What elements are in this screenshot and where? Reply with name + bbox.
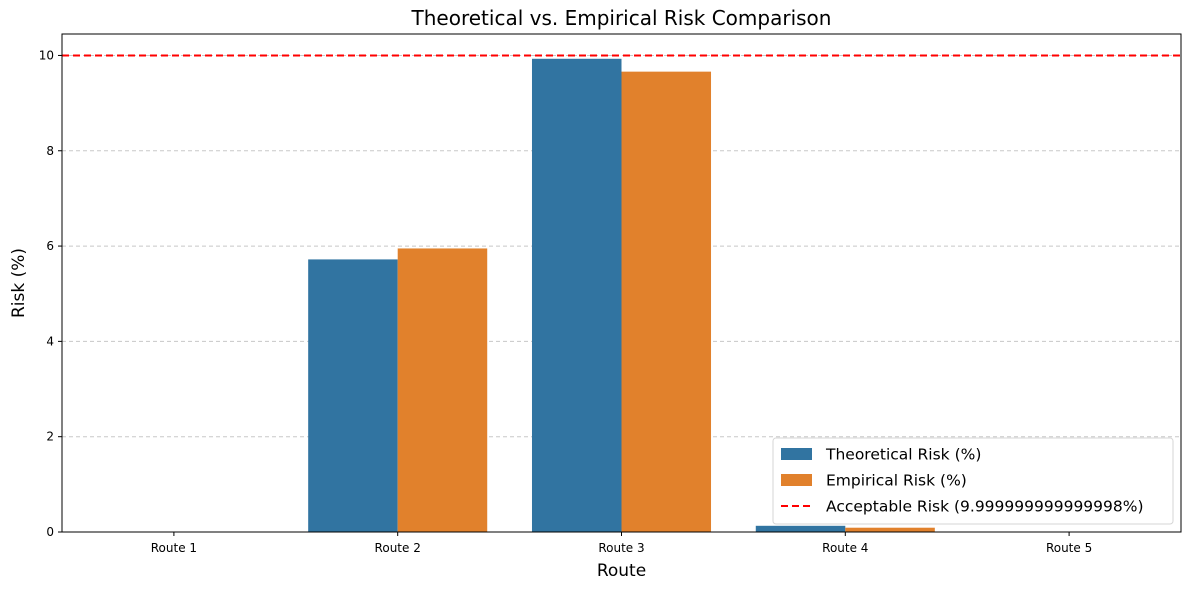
y-axis-label: Risk (%)	[9, 248, 29, 318]
x-axis-label: Route	[597, 561, 646, 581]
x-tick-label-0: Route 1	[151, 541, 197, 555]
legend-label-empirical: Empirical Risk (%)	[826, 472, 967, 490]
bar-0-route-3	[531, 58, 622, 533]
y-tick-label-3: 6	[46, 239, 54, 253]
x-tick-label-4: Route 5	[1046, 541, 1092, 555]
legend-swatch-theoretical	[781, 448, 812, 460]
x-tick-label-2: Route 3	[598, 541, 644, 555]
x-axis-ticks: Route 1 Route 2 Route 3 Route 4 Route 5	[151, 532, 1092, 555]
y-tick-label-1: 2	[46, 430, 54, 444]
bar-0-route-4	[755, 525, 846, 532]
bar-1-route-2	[397, 248, 488, 532]
bar-1-route-4	[845, 527, 935, 532]
gridlines	[62, 54, 1181, 438]
legend: Theoretical Risk (%) Empirical Risk (%) Ac…	[772, 437, 1174, 525]
x-tick-label-1: Route 2	[375, 541, 421, 555]
bars	[308, 58, 935, 533]
bar-1-route-3	[621, 71, 712, 532]
legend-label-acceptable: Acceptable Risk (9.999999999999998%)	[826, 498, 1144, 516]
y-tick-label-0: 0	[46, 525, 54, 539]
legend-label-theoretical: Theoretical Risk (%)	[825, 446, 981, 464]
legend-box	[772, 437, 1174, 525]
legend-swatch-empirical	[781, 474, 812, 486]
chart-title: Theoretical vs. Empirical Risk Compariso…	[411, 6, 832, 30]
y-tick-label-2: 4	[46, 334, 54, 348]
y-axis-ticks: 0 2 4 6 8 10	[39, 48, 62, 539]
y-tick-label-5: 10	[39, 48, 54, 62]
y-tick-label-4: 8	[46, 144, 54, 158]
bar-0-route-2	[308, 259, 398, 532]
x-tick-label-3: Route 4	[822, 541, 868, 555]
